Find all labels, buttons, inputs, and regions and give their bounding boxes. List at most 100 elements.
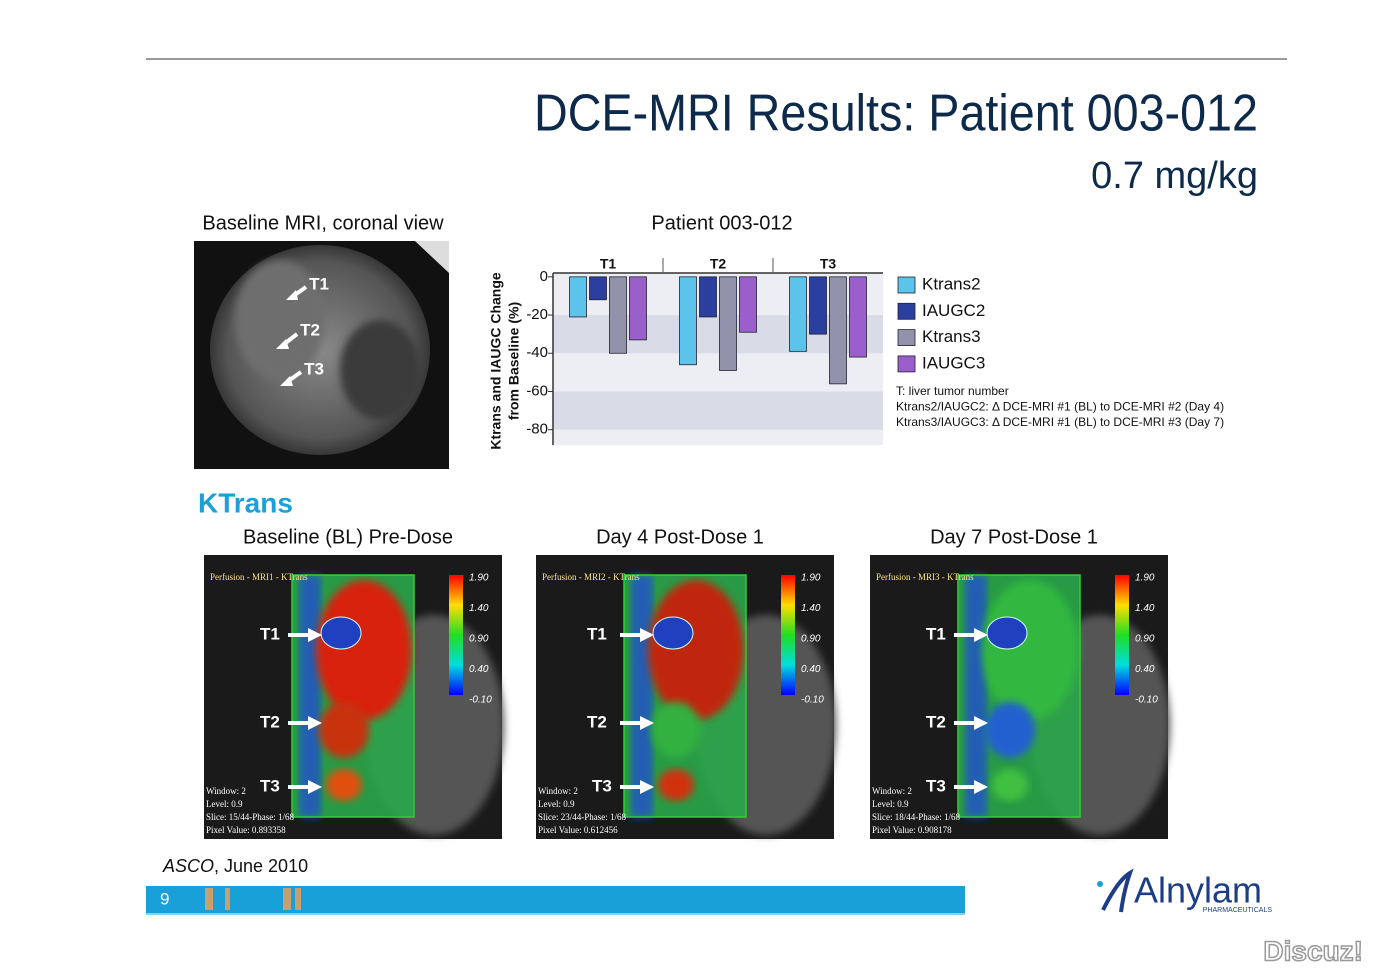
colorbar-label: 0.90	[1135, 634, 1155, 645]
colorbar-label: -0.10	[1135, 695, 1158, 706]
logo-dot	[1097, 881, 1103, 887]
panel-info: Pixel Value: 0.612456	[538, 825, 618, 835]
panel-blob	[982, 580, 1078, 720]
arrow-head	[308, 628, 322, 642]
bar	[679, 276, 697, 366]
bar	[569, 276, 587, 318]
chart-title: Patient 003-012	[651, 212, 792, 234]
chart-note: T: liver tumor number	[896, 384, 1009, 398]
footer-bar	[146, 886, 965, 913]
y-tick-label: -60	[526, 382, 548, 399]
panel-blob	[992, 769, 1028, 801]
panel-info: Slice: 18/44-Phase: 1/68	[872, 812, 960, 822]
tumor-outline	[652, 616, 694, 650]
panel-info: Pixel Value: 0.908178	[872, 825, 952, 835]
tumor-label: T2	[926, 712, 946, 731]
colorbar-label: 1.40	[469, 603, 489, 614]
legend-swatch	[897, 329, 916, 347]
tumor-label: T3	[260, 776, 280, 795]
legend-label: Ktrans2	[922, 274, 981, 293]
mri-bowel	[340, 320, 420, 420]
legend-swatch	[897, 355, 916, 373]
map-border	[291, 574, 415, 818]
category-label: T2	[710, 256, 727, 272]
bar	[829, 276, 847, 385]
panel-blob	[319, 702, 369, 758]
panel-strip	[299, 575, 321, 817]
panel-strip	[965, 575, 987, 817]
logo-sub: PHARMACEUTICALS	[1203, 907, 1273, 914]
panel-blob	[316, 580, 412, 720]
mri-label: T1	[309, 274, 329, 293]
panel-blob	[648, 580, 744, 720]
bar	[789, 276, 807, 352]
panel-info: Window: 2	[872, 786, 912, 796]
panel-blob	[651, 702, 701, 758]
map-border	[623, 574, 747, 818]
colorbar-label: 0.40	[801, 664, 821, 675]
overlay-title: Perfusion - MRI1 - KTrans	[210, 572, 308, 582]
panel: Perfusion - MRI1 - KTrans 1.90 1.40 0.90 0.4…	[204, 555, 504, 839]
source-italic: ASCO	[162, 856, 214, 876]
legend-label: IAUGC3	[922, 353, 985, 372]
arrow-head	[974, 780, 988, 794]
tumor-label: T2	[260, 712, 280, 731]
page-number: 9	[160, 889, 169, 908]
tumor-label: T1	[260, 624, 280, 643]
chart-note: Ktrans2/IAUGC2: Δ DCE-MRI #1 (BL) to DCE…	[896, 400, 1224, 414]
tumor-outline	[986, 616, 1028, 650]
panel-caption: Day 4 Post-Dose 1	[596, 526, 764, 548]
arrow-head	[640, 716, 654, 730]
panel-blob	[985, 702, 1035, 758]
colorbar-label: 0.90	[801, 634, 821, 645]
watermark: Discuz!	[1263, 935, 1363, 966]
arrow-head	[974, 628, 988, 642]
colorbar-label: 1.90	[469, 573, 489, 584]
legend-label: IAUGC2	[922, 301, 985, 320]
source-rest: , June 2010	[214, 856, 308, 876]
bar	[739, 276, 757, 333]
tumor-label: T1	[587, 624, 607, 643]
panel-strip	[631, 575, 653, 817]
arrow-head	[308, 780, 322, 794]
arrow-head	[974, 716, 988, 730]
panel-info: Level: 0.9	[872, 799, 909, 809]
logo: Alnylam	[1134, 870, 1262, 911]
bar	[849, 276, 867, 358]
legend-swatch	[897, 302, 916, 320]
panel-info: Pixel Value: 0.893358	[206, 825, 286, 835]
colorbar-label: 1.90	[801, 573, 821, 584]
y-tick-label: 0	[540, 268, 548, 285]
slide-subtitle: 0.7 mg/kg	[1091, 155, 1258, 197]
y-axis-label: Ktrans and IAUGC Change	[488, 272, 504, 450]
colorbar-label: 1.90	[1135, 573, 1155, 584]
colorbar-label: 1.40	[1135, 603, 1155, 614]
panel-info: Slice: 15/44-Phase: 1/68	[206, 812, 294, 822]
overlay-title: Perfusion - MRI2 - KTrans	[542, 572, 640, 582]
chart-note: Ktrans3/IAUGC3: Δ DCE-MRI #1 (BL) to DCE…	[896, 415, 1224, 429]
bar	[719, 276, 737, 371]
bar-chart: 0 -20 -40 -60 -80 T1 T2 T3 Ktrans2 IAUGC2 Ktrans3 I…	[526, 256, 1224, 445]
mri-arrows	[276, 285, 308, 386]
y-axis-label: from Baseline (%)	[506, 302, 522, 420]
panel-info: Window: 2	[206, 786, 246, 796]
legend-label: Ktrans3	[922, 327, 981, 346]
bar	[589, 276, 607, 301]
source: ASCO, June 2010	[162, 856, 308, 876]
slide-title: DCE-MRI Results: Patient 003-012	[534, 85, 1258, 143]
arrow-head	[308, 716, 322, 730]
y-tick-label: -80	[526, 421, 548, 438]
map-border	[957, 574, 1081, 818]
bar	[609, 276, 627, 354]
y-tick-label: -20	[526, 306, 548, 323]
tumor-outline	[320, 616, 362, 650]
panel-info: Level: 0.9	[206, 799, 243, 809]
colorbar-label: 0.90	[469, 634, 489, 645]
panel-caption: Day 7 Post-Dose 1	[930, 526, 1098, 548]
bar	[809, 276, 827, 335]
colorbar	[781, 575, 795, 695]
colorbar-label: 0.40	[469, 664, 489, 675]
mri-label: T3	[304, 359, 324, 378]
logo-mark	[1101, 868, 1134, 913]
colorbar	[449, 575, 463, 695]
